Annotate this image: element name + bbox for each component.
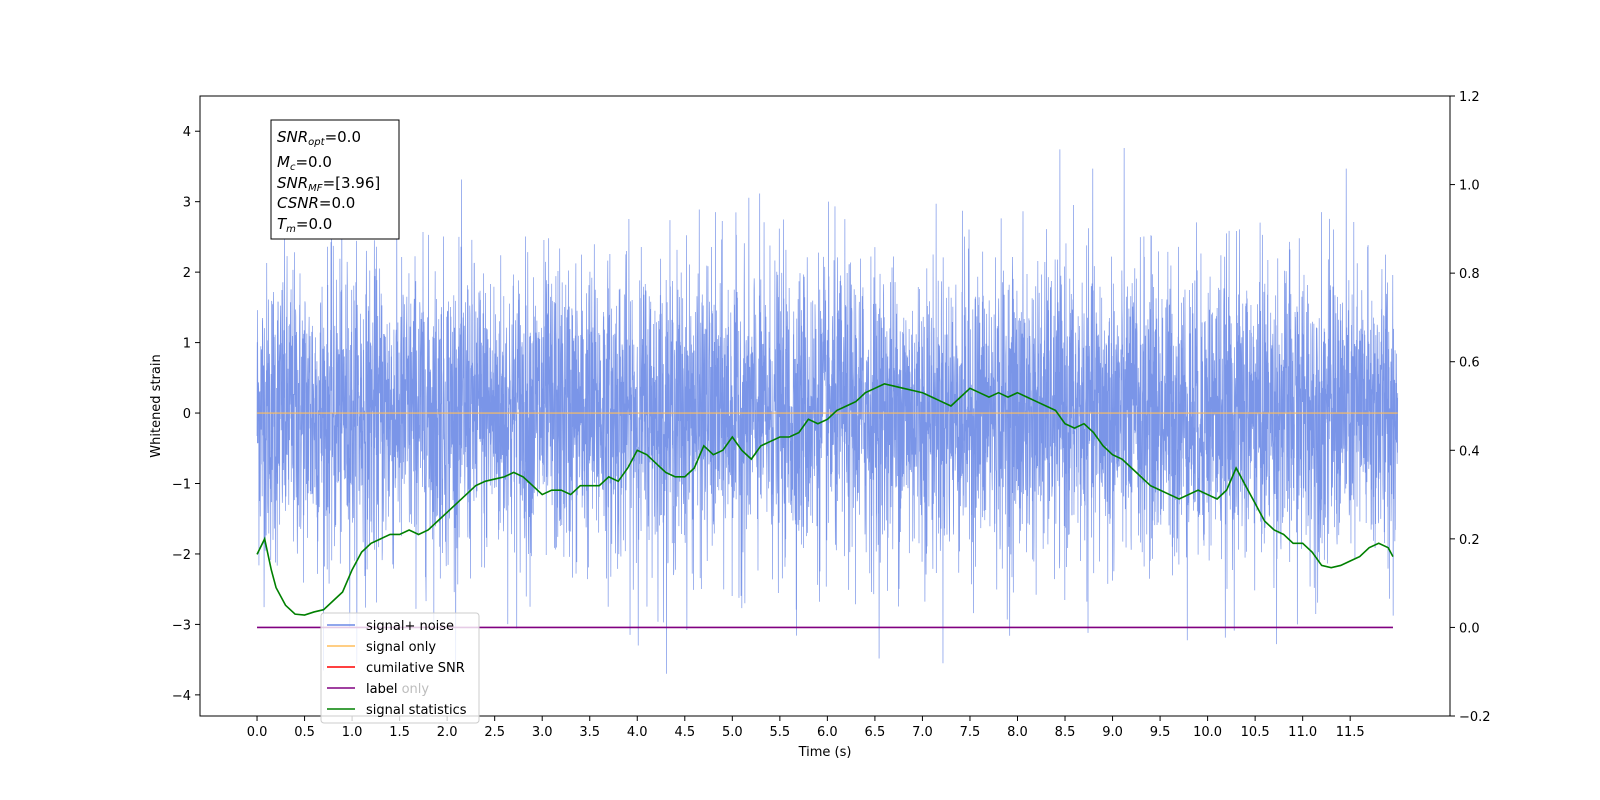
axes-frame: [199, 95, 1451, 717]
y2-tick-label: 1.2: [1459, 90, 1480, 105]
x-tick-label: 0.5: [294, 725, 315, 740]
x-tick-label: 5.0: [722, 725, 743, 740]
legend-label-cumulative-snr: cumilative SNR: [366, 661, 465, 676]
y-tick-label: 0: [183, 407, 191, 422]
y-tick-label: 4: [183, 125, 191, 140]
y-axis-right: −0.2 0.0 0.2 0.4 0.6 0.8 1.0 1.2: [1450, 90, 1491, 725]
x-tick-label: 6.0: [817, 725, 838, 740]
legend-frame: [320, 612, 480, 724]
x-tick-label: 1.5: [389, 725, 410, 740]
x-tick-label: 1.0: [342, 725, 363, 740]
y2-tick-label: 0.0: [1459, 621, 1480, 636]
y-tick-label: −1: [172, 478, 191, 493]
legend: signal+ noise signal only cumilative SNR…: [320, 612, 480, 724]
series-signal-noise: [256, 147, 1399, 674]
y-tick-label: 1: [183, 337, 191, 352]
y-tick-label: 2: [183, 266, 191, 281]
y2-tick-label: 0.4: [1459, 444, 1480, 459]
x-tick-label: 8.0: [1007, 725, 1028, 740]
y2-tick-label: 0.8: [1459, 267, 1480, 282]
y-tick-label: −2: [172, 548, 191, 563]
x-tick-label: 6.5: [865, 725, 886, 740]
x-tick-label: 3.5: [579, 725, 600, 740]
y-tick-label: −4: [172, 689, 191, 704]
x-tick-label: 10.0: [1193, 725, 1222, 740]
y-tick-label: −3: [172, 618, 191, 633]
x-tick-label: 11.0: [1288, 725, 1317, 740]
legend-label-label: label: [366, 682, 397, 697]
legend-label-signal-only: signal only: [366, 640, 436, 655]
x-tick-label: 0.0: [247, 725, 268, 740]
x-tick-label: 4.0: [627, 725, 648, 740]
x-tick-label: 5.5: [770, 725, 791, 740]
x-tick-label: 2.5: [484, 725, 505, 740]
annotation-snr-opt: SNRopt=0.0: [277, 128, 361, 148]
y-tick-label: 3: [183, 196, 191, 211]
y2-tick-label: 1.0: [1459, 179, 1480, 194]
series-signal-statistics: [256, 383, 1394, 616]
y2-tick-label: −0.2: [1459, 710, 1491, 725]
x-tick-label: 4.5: [674, 725, 695, 740]
legend-hidden-label-only: label only: [366, 682, 429, 697]
annotation-tm: Tm=0.0: [277, 215, 332, 235]
x-tick-label: 2.0: [437, 725, 458, 740]
y2-tick-label: 0.6: [1459, 356, 1480, 371]
x-tick-label: 9.0: [1102, 725, 1123, 740]
legend-label-signal-noise: signal+ noise: [366, 619, 454, 634]
y-axis-label: Whitened strain: [149, 354, 164, 457]
x-tick-label: 7.0: [912, 725, 933, 740]
x-tick-label: 3.0: [532, 725, 553, 740]
x-tick-label: 10.5: [1241, 725, 1270, 740]
y2-tick-label: 0.2: [1459, 533, 1480, 548]
annotation-mc: Mc=0.0: [277, 153, 332, 173]
annotation-frame: [270, 119, 400, 240]
annotation-csnr: CSNR=0.0: [277, 194, 355, 212]
y-axis-left: −4 −3 −2 −1 0 1 2 3 4: [172, 125, 200, 704]
x-tick-label: 8.5: [1055, 725, 1076, 740]
x-tick-label: 11.5: [1336, 725, 1365, 740]
x-axis: 0.0 0.5 1.0 1.5 2.0 2.5 3.0 3.5 4.0 4.5 5.0 5.5 6.0 6…: [247, 716, 1365, 740]
legend-label-signal-statistics: signal statistics: [366, 703, 467, 718]
x-tick-label: 7.5: [960, 725, 981, 740]
annotation-box: SNRopt=0.0 Mc=0.0 SNRMF=[3.96] CSNR=0.0 …: [270, 119, 400, 240]
x-tick-label: 9.5: [1150, 725, 1171, 740]
x-axis-label: Time (s): [798, 745, 852, 760]
annotation-snr-mf: SNRMF=[3.96]: [277, 174, 380, 194]
